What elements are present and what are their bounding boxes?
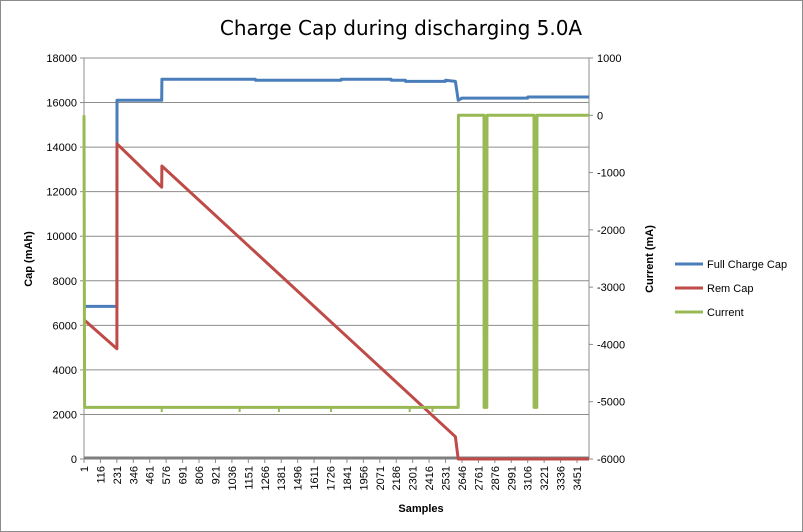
x-tick-label: 921 bbox=[210, 466, 222, 484]
x-tick-label: 1956 bbox=[358, 466, 370, 490]
legend: Full Charge Cap Rem Cap Current bbox=[675, 259, 787, 319]
legend-label: Full Charge Cap bbox=[707, 259, 787, 271]
x-tick-label: 1 bbox=[79, 466, 91, 472]
y2-axis-ticks: -6000 -5000 -4000 -3000 -2000 -1000 0 1000 bbox=[589, 53, 625, 466]
x-tick-label: 1151 bbox=[243, 466, 255, 490]
x-tick-label: 2531 bbox=[441, 466, 453, 490]
y2-tick-label: -3000 bbox=[597, 282, 625, 294]
y-tick-label: 16000 bbox=[46, 98, 77, 110]
y2-tick-label: -4000 bbox=[597, 339, 625, 351]
y-tick-label: 12000 bbox=[46, 187, 77, 199]
x-axis-ticks: 1 116 231 346 461 576 691 806 921 1036 1151 1266 138… bbox=[79, 459, 584, 490]
series-line-rem-cap bbox=[83, 142, 589, 461]
x-tick-label: 1726 bbox=[325, 466, 337, 490]
x-tick-label: 2186 bbox=[391, 466, 403, 490]
x-tick-label: 3451 bbox=[572, 466, 584, 490]
y-tick-label: 10000 bbox=[46, 231, 77, 243]
y-axis-ticks: 0 2000 4000 6000 8000 10000 12000 14000 16000 180… bbox=[46, 53, 84, 466]
x-tick-label: 1381 bbox=[276, 466, 288, 490]
y2-tick-label: 0 bbox=[597, 110, 603, 122]
x-axis-label: Samples bbox=[398, 503, 443, 515]
y-tick-label: 2000 bbox=[53, 409, 77, 421]
x-tick-label: 116 bbox=[95, 466, 107, 484]
y2-tick-label: -5000 bbox=[597, 397, 625, 409]
y2-tick-label: 1000 bbox=[597, 53, 621, 65]
y2-axis-label: Current (mA) bbox=[644, 225, 656, 293]
series-group bbox=[82, 77, 589, 461]
x-tick-label: 3336 bbox=[556, 466, 568, 490]
x-tick-label: 806 bbox=[194, 466, 206, 484]
x-tick-label: 1496 bbox=[293, 466, 305, 490]
x-tick-label: 1266 bbox=[260, 466, 272, 490]
x-tick-label: 3221 bbox=[539, 466, 551, 490]
x-tick-label: 576 bbox=[161, 466, 173, 484]
chart-title: Charge Cap during discharging 5.0A bbox=[220, 16, 583, 40]
x-tick-label: 3106 bbox=[523, 466, 535, 490]
y-axis-label: Cap (mAh) bbox=[23, 231, 35, 287]
y-tick-label: 18000 bbox=[46, 53, 77, 65]
x-tick-label: 2416 bbox=[424, 466, 436, 490]
plot-area bbox=[83, 57, 590, 460]
y2-tick-label: -1000 bbox=[597, 168, 625, 180]
y-tick-label: 4000 bbox=[53, 365, 77, 377]
x-tick-label: 346 bbox=[128, 466, 140, 484]
x-tick-label: 2071 bbox=[375, 466, 387, 490]
x-tick-label: 2761 bbox=[473, 466, 485, 490]
y-tick-label: 0 bbox=[71, 454, 77, 466]
y-tick-label: 14000 bbox=[46, 142, 77, 154]
series-line-current bbox=[82, 113, 589, 409]
x-tick-label: 1841 bbox=[342, 466, 354, 490]
x-tick-label: 1036 bbox=[227, 466, 239, 490]
y-tick-label: 8000 bbox=[53, 276, 77, 288]
x-tick-label: 461 bbox=[145, 466, 157, 484]
x-tick-label: 1611 bbox=[309, 466, 321, 490]
y-tick-label: 6000 bbox=[53, 320, 77, 332]
x-tick-label: 2646 bbox=[457, 466, 469, 490]
legend-label: Current bbox=[707, 307, 744, 319]
series-line-full-charge-cap bbox=[84, 77, 589, 308]
x-tick-label: 2991 bbox=[506, 466, 518, 490]
y2-tick-label: -2000 bbox=[597, 225, 625, 237]
legend-label: Rem Cap bbox=[707, 283, 753, 295]
x-tick-label: 2876 bbox=[490, 466, 502, 490]
x-tick-label: 2301 bbox=[408, 466, 420, 490]
x-tick-label: 231 bbox=[112, 466, 124, 484]
y2-tick-label: -6000 bbox=[597, 454, 625, 466]
x-tick-label: 691 bbox=[178, 466, 190, 484]
